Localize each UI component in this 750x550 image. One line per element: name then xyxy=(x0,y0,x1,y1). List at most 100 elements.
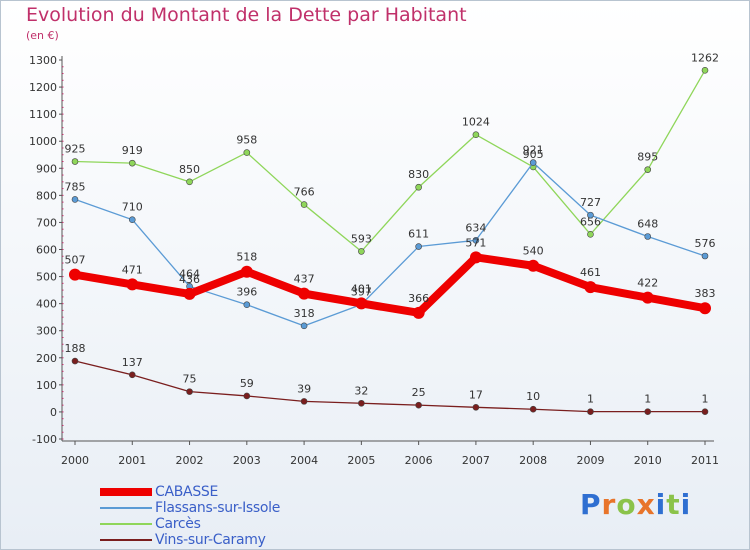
data-label: 656 xyxy=(580,215,601,228)
data-point xyxy=(641,291,654,304)
y-tick-label: 1300 xyxy=(29,54,57,67)
legend-label: Vins-sur-Caramy xyxy=(155,532,266,548)
data-label: 10 xyxy=(526,390,540,403)
data-point xyxy=(527,259,540,272)
data-label: 518 xyxy=(236,251,257,264)
data-point xyxy=(644,166,652,173)
y-tick-label: 700 xyxy=(36,216,57,229)
data-point xyxy=(183,287,196,300)
data-label: 785 xyxy=(65,180,86,193)
data-point xyxy=(469,251,482,264)
data-label: 396 xyxy=(236,286,257,299)
y-tick-label: 0 xyxy=(50,406,57,419)
y-tick-label: 1000 xyxy=(29,135,57,148)
chart-subtitle: (en €) xyxy=(26,29,59,42)
x-tick-label: 2004 xyxy=(290,454,318,467)
data-point xyxy=(300,201,308,208)
data-point xyxy=(529,159,537,166)
data-label: 766 xyxy=(294,186,315,199)
data-point xyxy=(701,252,709,260)
data-label: 576 xyxy=(695,237,716,250)
x-tick-label: 2007 xyxy=(462,454,490,467)
data-label: 1 xyxy=(587,393,594,406)
data-label: 895 xyxy=(637,151,658,164)
data-point xyxy=(355,297,368,310)
data-label: 850 xyxy=(179,163,200,176)
logo-letter: x xyxy=(636,488,656,521)
data-point xyxy=(701,66,709,74)
data-point xyxy=(300,322,308,330)
data-point xyxy=(128,159,136,167)
data-point xyxy=(412,306,425,319)
data-point xyxy=(186,388,193,395)
data-label: 1262 xyxy=(691,51,719,64)
data-label: 436 xyxy=(179,273,200,286)
data-point xyxy=(243,392,251,400)
x-tick-label: 2001 xyxy=(118,454,146,467)
series-line-cabasse xyxy=(71,253,709,317)
logo-letter: P xyxy=(580,488,602,521)
data-point xyxy=(415,401,422,409)
logo-letter: t xyxy=(666,488,681,521)
data-point xyxy=(644,233,652,240)
data-label: 710 xyxy=(122,201,143,214)
series-line-vins-sur-caramy xyxy=(74,360,706,413)
data-label: 437 xyxy=(294,273,315,286)
data-point xyxy=(69,268,81,281)
y-tick-label: 100 xyxy=(36,379,57,392)
data-label: 59 xyxy=(240,377,254,390)
data-label: 383 xyxy=(695,287,716,300)
y-tick-label: 800 xyxy=(36,189,57,202)
legend-swatch xyxy=(100,523,152,525)
data-point xyxy=(71,196,79,203)
series-line-carc-s xyxy=(74,69,706,253)
data-point xyxy=(699,302,711,315)
legend-swatch xyxy=(100,488,152,496)
data-label: 571 xyxy=(465,236,486,249)
data-label: 593 xyxy=(351,232,372,245)
logo-letter: i xyxy=(680,488,692,521)
data-label: 366 xyxy=(408,292,429,305)
data-point xyxy=(126,278,139,291)
y-tick-label: -100 xyxy=(32,433,57,446)
data-point xyxy=(128,371,136,379)
x-tick-label: 2002 xyxy=(176,454,204,467)
data-label: 17 xyxy=(469,388,483,401)
data-label: 422 xyxy=(637,277,658,290)
data-label: 471 xyxy=(122,263,143,276)
data-label: 905 xyxy=(523,148,544,161)
data-point xyxy=(300,398,308,405)
data-label: 137 xyxy=(122,356,143,369)
data-label: 727 xyxy=(580,196,601,209)
data-point xyxy=(529,405,537,413)
x-tick-label: 2010 xyxy=(634,454,662,467)
legend-swatch xyxy=(100,539,152,541)
legend-label: Carcès xyxy=(155,516,201,532)
y-tick-label: 500 xyxy=(36,271,57,284)
y-tick-label: 400 xyxy=(36,298,57,311)
data-label: 75 xyxy=(183,373,197,386)
y-tick-label: 600 xyxy=(36,244,57,257)
legend-label: Flassans-sur-Issole xyxy=(155,500,281,516)
data-label: 401 xyxy=(351,282,372,295)
data-point xyxy=(415,183,422,191)
data-label: 648 xyxy=(637,218,658,231)
data-label: 318 xyxy=(294,307,315,320)
legend-swatch xyxy=(100,507,152,509)
data-label: 1 xyxy=(702,393,709,406)
data-point xyxy=(358,399,365,407)
y-tick-label: 1200 xyxy=(29,81,57,94)
y-tick-label: 300 xyxy=(36,325,57,338)
data-point xyxy=(71,357,79,365)
data-point xyxy=(186,178,193,186)
data-point xyxy=(587,408,594,415)
logo-letter: i xyxy=(655,488,667,521)
x-tick-label: 2008 xyxy=(519,454,547,467)
x-tick-label: 2009 xyxy=(576,454,604,467)
data-label: 1024 xyxy=(462,116,490,129)
data-label: 958 xyxy=(236,134,257,147)
chart-title: Evolution du Montant de la Dette par Hab… xyxy=(26,4,467,26)
data-label: 25 xyxy=(412,386,426,399)
data-label: 611 xyxy=(408,228,429,241)
data-label: 1 xyxy=(644,393,651,406)
